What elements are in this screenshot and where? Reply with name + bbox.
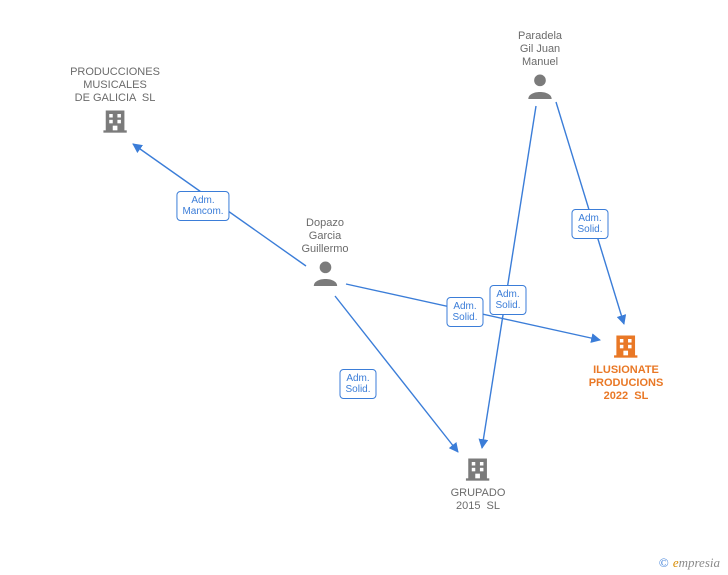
building-icon xyxy=(612,332,640,360)
edge-paradela-grupado xyxy=(482,106,536,448)
person-icon xyxy=(526,71,554,99)
node-label: Dopazo Garcia Guillermo xyxy=(301,217,348,256)
node-producciones[interactable]: PRODUCCIONES MUSICALES DE GALICIA SL xyxy=(70,66,160,135)
brand-rest: mpresia xyxy=(679,555,720,570)
person-icon xyxy=(311,258,339,286)
node-label: PRODUCCIONES MUSICALES DE GALICIA SL xyxy=(70,66,160,105)
node-grupado[interactable]: GRUPADO 2015 SL xyxy=(451,453,506,513)
node-paradela[interactable]: Paradela Gil Juan Manuel xyxy=(518,30,562,99)
building-icon xyxy=(101,107,129,135)
edge-label-adm-solid: Adm. Solid. xyxy=(489,285,526,315)
node-ilusionate[interactable]: ILUSIONATE PRODUCIONS 2022 SL xyxy=(589,330,664,403)
diagram-canvas: PRODUCCIONES MUSICALES DE GALICIA SL Par… xyxy=(0,0,728,575)
edge-label-adm-solid: Adm. Solid. xyxy=(571,209,608,239)
edge-label-adm-solid: Adm. Solid. xyxy=(446,297,483,327)
edge-label-adm-solid: Adm. Solid. xyxy=(339,369,376,399)
edge-label-adm-mancom: Adm. Mancom. xyxy=(176,191,229,221)
building-icon xyxy=(464,455,492,483)
node-label: Paradela Gil Juan Manuel xyxy=(518,30,562,69)
node-label: GRUPADO 2015 SL xyxy=(451,487,506,513)
copyright-symbol: © xyxy=(659,555,669,570)
node-label: ILUSIONATE PRODUCIONS 2022 SL xyxy=(589,364,664,403)
watermark: ©empresia xyxy=(659,555,720,571)
node-dopazo[interactable]: Dopazo Garcia Guillermo xyxy=(301,217,348,286)
